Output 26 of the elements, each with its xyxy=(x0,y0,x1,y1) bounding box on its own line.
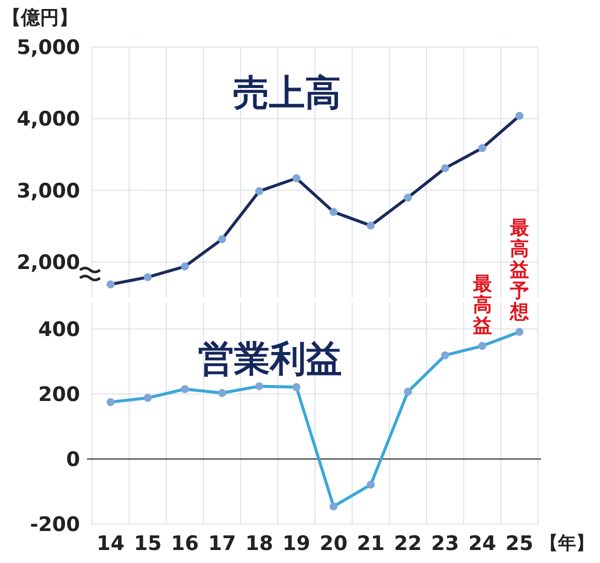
y-tick-label: 4,000 xyxy=(16,106,80,131)
y-tick-label: 2,000 xyxy=(16,250,80,274)
annotation: 最高益 xyxy=(472,272,492,337)
y-tick-label: -200 xyxy=(30,512,80,536)
y-axis-title: 【億円】 xyxy=(2,7,78,29)
x-tick-label: 17 xyxy=(208,531,236,555)
x-tick-label: 20 xyxy=(320,531,348,555)
x-tick-label: 24 xyxy=(468,531,496,555)
x-tick-label: 25 xyxy=(505,531,534,555)
x-tick-label: 22 xyxy=(394,531,422,555)
x-tick-label: 15 xyxy=(134,531,162,555)
x-tick-label: 19 xyxy=(282,531,310,555)
y-tick-label: 200 xyxy=(38,382,80,406)
x-tick-label: 21 xyxy=(356,531,385,555)
text: 売上高 xyxy=(233,73,341,114)
y-tick-label: 400 xyxy=(38,317,80,341)
y-tick-label: 5,000 xyxy=(16,35,80,59)
y-tick-label: 0 xyxy=(66,447,80,471)
x-tick-label: 23 xyxy=(431,531,460,555)
series-label: 営業利益 xyxy=(198,339,342,380)
y-tick-label: 3,000 xyxy=(16,178,80,202)
x-tick-label: 18 xyxy=(245,531,274,555)
x-axis-title: 【年】 xyxy=(540,533,594,554)
x-tick-label: 16 xyxy=(170,531,199,555)
x-tick-label: 14 xyxy=(96,531,125,555)
annotation: 最高益予想 xyxy=(508,216,529,323)
